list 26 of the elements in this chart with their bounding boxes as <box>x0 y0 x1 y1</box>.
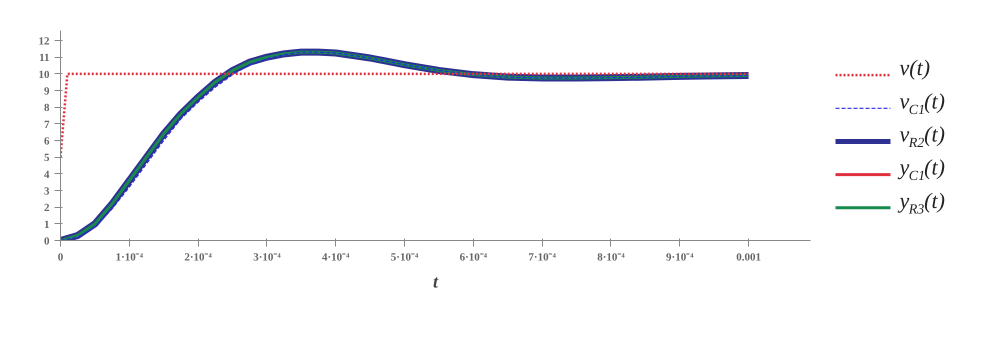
x-tick-label: 6·10⁻⁴ <box>460 252 488 264</box>
x-tick-label: 5·10⁻⁴ <box>390 252 419 264</box>
x-tick-label: 0.001 <box>736 252 761 264</box>
x-tick-label: 2·10⁻⁴ <box>184 252 213 264</box>
y-tick-label: 10 <box>38 68 50 81</box>
y-tick-label: 4 <box>44 168 50 181</box>
x-tick-label: 3·10⁻⁴ <box>253 252 282 264</box>
x-tick-label: 0 <box>58 252 64 264</box>
y-tick-label: 0 <box>44 236 50 248</box>
x-tick-label: 4·10⁻⁴ <box>322 252 350 264</box>
legend-label: v(t) <box>900 55 930 80</box>
x-tick-label: 9·10⁻⁴ <box>666 252 694 264</box>
y-tick-label: 2 <box>44 202 50 214</box>
y-tick-label: 12 <box>38 36 50 48</box>
y-tick-label: 9 <box>44 86 50 98</box>
y-tick-label: 8 <box>44 102 50 114</box>
y-tick-label: 7 <box>44 118 50 131</box>
y-tick-label: 11 <box>39 52 50 64</box>
x-tick-label: 8·10⁻⁴ <box>597 252 626 264</box>
y-tick-label: 3 <box>44 186 50 198</box>
x-tick-label: 7·10⁻⁴ <box>528 252 557 264</box>
x-tick-label: 1·10⁻⁴ <box>116 252 144 264</box>
x-axis-title: t <box>433 272 439 292</box>
y-tick-label: 6 <box>44 136 50 148</box>
y-tick-label: 5 <box>44 152 50 164</box>
y-tick-label: 1 <box>44 218 50 231</box>
